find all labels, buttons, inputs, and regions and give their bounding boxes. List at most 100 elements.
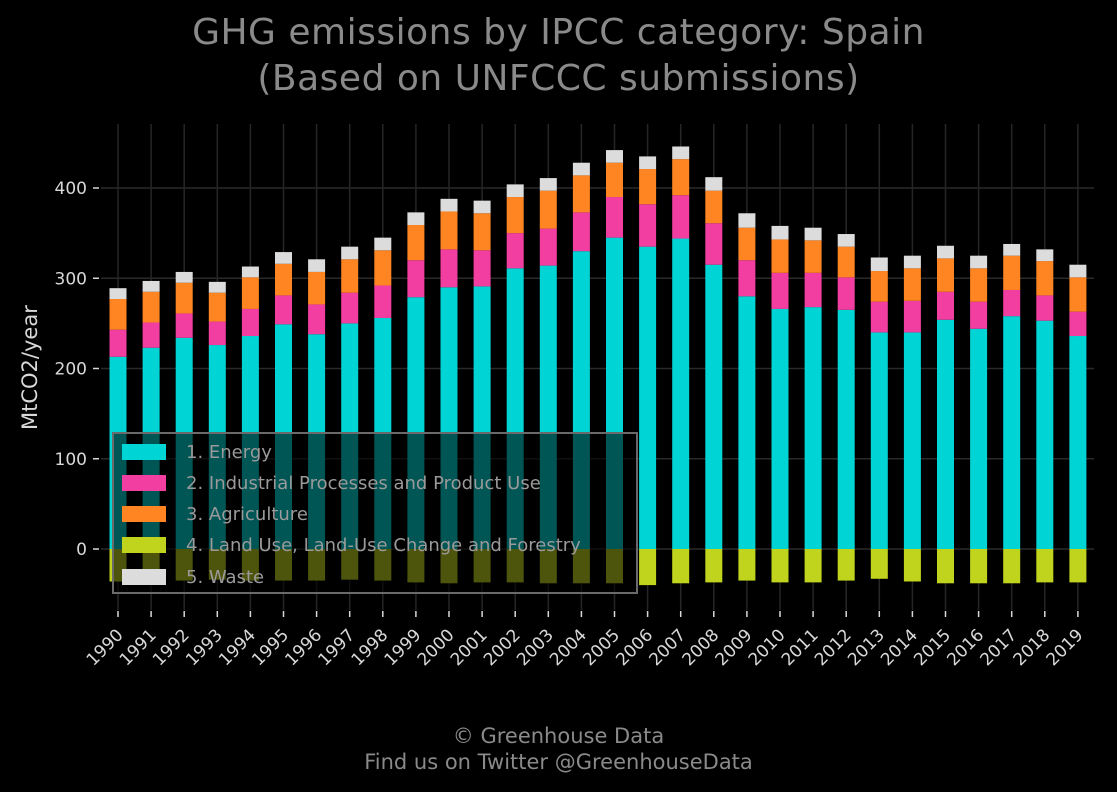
bar-2-2009 [738, 227, 756, 261]
bar-0-2018 [1036, 320, 1054, 549]
bar-4-2017 [1003, 243, 1021, 256]
bar-1-1993 [208, 321, 226, 346]
bar-1-2010 [771, 272, 789, 309]
bar-1-1997 [341, 292, 359, 324]
bar-3-2019 [1069, 549, 1087, 583]
bar-4-1990 [109, 288, 127, 300]
legend-item-land-use: 4. Land Use, Land-Use Change and Forestr… [122, 534, 581, 556]
bar-2-2018 [1036, 261, 1054, 296]
bar-0-2007 [672, 238, 690, 550]
bar-1-1990 [109, 329, 127, 357]
bar-3-2015 [937, 549, 954, 584]
bar-0-2010 [771, 308, 789, 549]
bar-1-2013 [870, 301, 888, 333]
bar-4-2011 [804, 227, 822, 241]
x-tick-label-2000: 2000 [414, 625, 459, 670]
bar-4-2016 [970, 255, 988, 269]
legend: 1. Energy 2. Industrial Processes and Pr… [112, 432, 638, 594]
x-tick-label-1994: 1994 [215, 625, 260, 670]
legend-swatch-waste [122, 569, 166, 585]
bar-4-2009 [738, 213, 756, 228]
bar-4-2008 [705, 177, 723, 191]
bar-1-1998 [374, 285, 392, 318]
bar-4-2019 [1069, 264, 1087, 278]
legend-swatch-agriculture [122, 506, 166, 522]
x-tick-label-1990: 1990 [83, 625, 128, 670]
bar-0-2012 [837, 309, 855, 549]
bar-2-1993 [208, 292, 226, 322]
bar-0-2016 [970, 328, 988, 549]
bar-3-2017 [1003, 549, 1021, 584]
bar-4-1991 [142, 280, 160, 292]
bar-4-2012 [837, 234, 855, 247]
legend-swatch-energy [122, 444, 166, 460]
bar-4-2014 [903, 255, 921, 269]
bar-1-2019 [1069, 311, 1087, 337]
bar-4-1998 [374, 237, 392, 251]
bar-2-2015 [937, 258, 954, 292]
bar-3-2008 [705, 549, 723, 583]
bar-2-2019 [1069, 277, 1087, 312]
bar-1-2006 [639, 204, 657, 247]
bar-4-2006 [639, 156, 657, 170]
bar-1-2009 [738, 260, 756, 297]
x-tick-label-2015: 2015 [910, 625, 955, 670]
y-tick-label-100: 100 [55, 450, 87, 470]
x-tick-label-1996: 1996 [281, 625, 326, 670]
bar-4-1995 [275, 252, 292, 264]
x-tick-label-2003: 2003 [513, 625, 558, 670]
bar-0-2013 [870, 332, 888, 549]
x-tick-label-2018: 2018 [1010, 625, 1055, 670]
x-tick-label-2011: 2011 [778, 625, 823, 670]
x-tick-label-2006: 2006 [612, 625, 657, 670]
bar-4-1997 [341, 246, 359, 260]
bar-3-2010 [771, 549, 789, 583]
bar-0-2014 [903, 332, 921, 549]
bar-2-2017 [1003, 255, 1021, 290]
bar-1-1992 [175, 313, 193, 338]
bar-2-2004 [572, 175, 590, 213]
credit-line-2: Find us on Twitter @GreenhouseData [364, 750, 753, 774]
x-tick-label-2002: 2002 [480, 625, 525, 670]
bar-2-2007 [672, 159, 690, 196]
chart-title-line-1: GHG emissions by IPCC category: Spain [192, 12, 925, 53]
x-tick-label-2014: 2014 [877, 625, 922, 670]
bar-3-2016 [970, 549, 988, 584]
bar-4-2018 [1036, 249, 1054, 262]
x-tick-label-1993: 1993 [182, 625, 227, 670]
bar-2-2014 [903, 268, 921, 301]
legend-swatch-industrial [122, 475, 166, 491]
bar-1-2017 [1003, 289, 1021, 317]
bar-0-2009 [738, 296, 756, 549]
legend-item-waste: 5. Waste [122, 566, 264, 588]
x-tick-label-1999: 1999 [381, 625, 426, 670]
x-tick-label-1998: 1998 [348, 625, 393, 670]
x-tick-label-2005: 2005 [579, 625, 624, 670]
bar-2-2016 [970, 268, 988, 302]
bar-4-1992 [175, 271, 193, 283]
bar-0-2015 [937, 319, 954, 549]
bar-1-2018 [1036, 295, 1054, 321]
y-tick-label-200: 200 [55, 360, 87, 380]
bar-3-2007 [672, 549, 690, 584]
bar-4-2003 [539, 178, 557, 191]
bar-3-2013 [870, 549, 888, 579]
bar-4-2010 [771, 225, 789, 240]
bar-4-2004 [572, 162, 590, 176]
legend-item-energy: 1. Energy [122, 441, 272, 463]
bar-4-2013 [870, 257, 888, 272]
bar-4-2005 [606, 150, 623, 163]
bar-3-2006 [639, 549, 657, 586]
legend-swatch-land-use [122, 537, 166, 553]
bar-1-1999 [407, 260, 425, 298]
bar-2-2003 [539, 190, 557, 229]
y-tick-label-400: 400 [55, 179, 87, 199]
bar-4-2001 [473, 200, 491, 214]
bar-2-1994 [241, 277, 259, 309]
bar-1-2003 [539, 228, 557, 266]
bar-1-2014 [903, 300, 921, 333]
bar-1-2001 [473, 250, 491, 287]
bar-1-2002 [506, 233, 524, 269]
x-tick-label-1995: 1995 [248, 625, 293, 670]
